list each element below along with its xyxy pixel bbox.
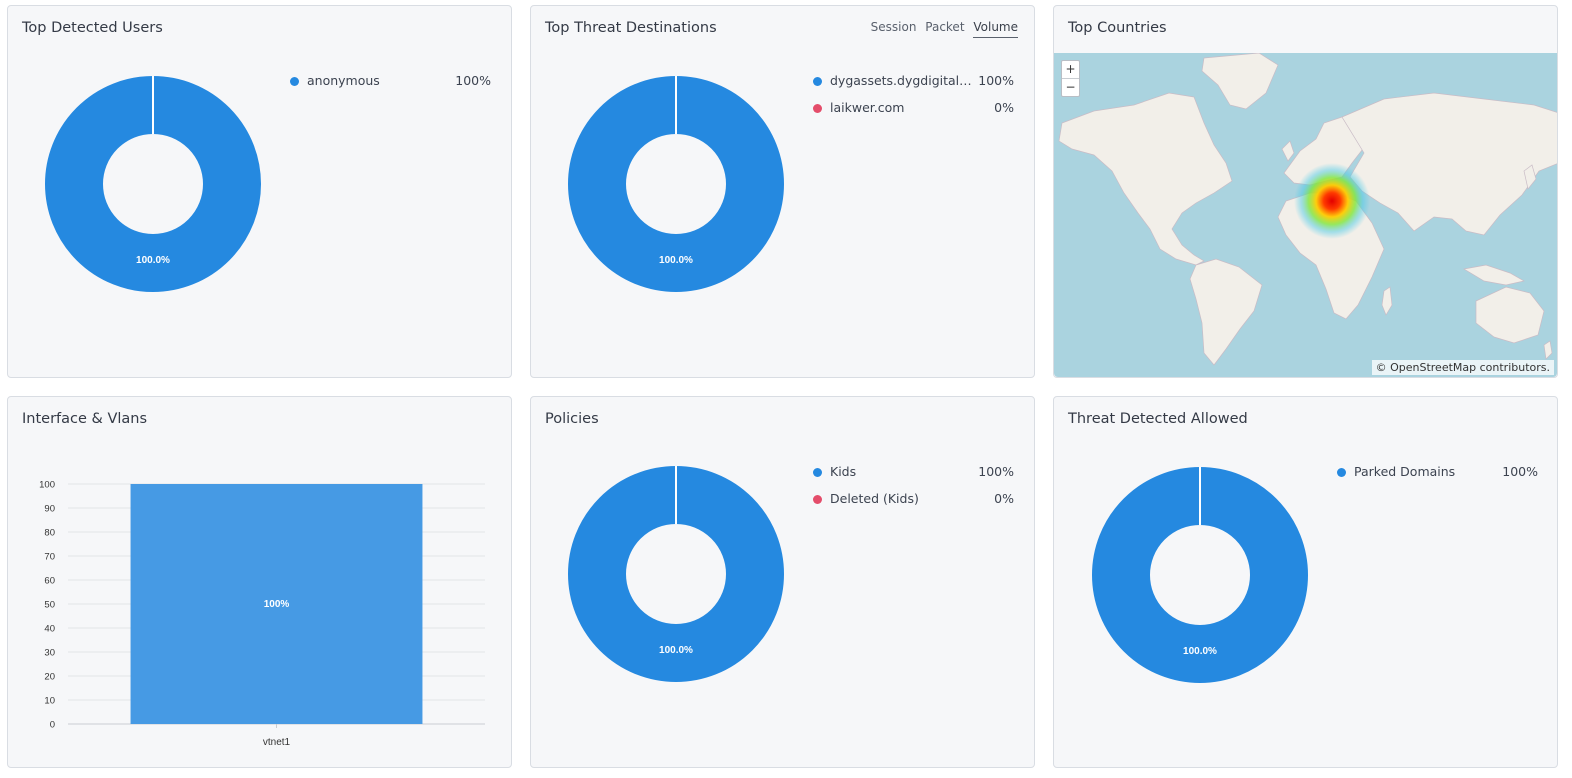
legend-value: 0% <box>994 100 1014 115</box>
greenland <box>1201 53 1279 110</box>
new-zealand <box>1543 340 1553 360</box>
slice-label: 100.0% <box>136 255 170 266</box>
y-tick-label: 40 <box>44 624 55 635</box>
legend-dot <box>813 77 822 86</box>
donut-chart: 100.0% <box>45 76 261 292</box>
donut-chart: 100.0% <box>568 466 784 682</box>
y-tick-label: 0 <box>50 720 55 731</box>
bar-vtnet1[interactable] <box>130 484 423 724</box>
legend-label: anonymous <box>307 73 380 88</box>
legend-dot <box>813 495 822 504</box>
legend-item[interactable]: Kids 100% <box>813 464 1014 491</box>
y-tick-label: 20 <box>44 672 55 683</box>
world-map[interactable]: + − © OpenStreetMap contributors. <box>1054 53 1557 377</box>
card-title: Policies <box>545 411 599 427</box>
legend-label: laikwer.com <box>830 100 905 115</box>
uk <box>1281 140 1295 162</box>
legend-value: 0% <box>994 491 1014 506</box>
interface-vlans-card: Interface & Vlans 0 10 20 30 40 50 60 70 80 90 100… <box>7 396 512 768</box>
legend-value: 100% <box>978 464 1014 479</box>
australia <box>1475 286 1545 344</box>
card-title: Top Countries <box>1068 20 1167 36</box>
y-tick-label: 50 <box>44 600 55 611</box>
card-title: Top Threat Destinations <box>545 20 717 36</box>
legend-item[interactable]: dygassets.dygdigital.c... 100% <box>813 73 1014 100</box>
card-title: Top Detected Users <box>22 20 163 36</box>
map-canvas[interactable] <box>1054 53 1557 377</box>
legend-item[interactable]: anonymous 100% <box>290 73 491 100</box>
top-threat-destinations-card: Top Threat Destinations Session Packet V… <box>530 5 1035 378</box>
y-tick-label: 10 <box>44 696 55 707</box>
y-tick-label: 90 <box>44 504 55 515</box>
bar-chart: 0 10 20 30 40 50 60 70 80 90 100 100% vtnet1 <box>39 480 485 748</box>
legend-label: Parked Domains <box>1354 464 1456 479</box>
legend-dot <box>1337 468 1346 477</box>
zoom-out-button[interactable]: − <box>1065 80 1076 94</box>
legend-item[interactable]: Deleted (Kids) 0% <box>813 491 1014 518</box>
madagascar <box>1381 286 1393 316</box>
legend-item[interactable]: laikwer.com 0% <box>813 100 1014 127</box>
legend-dot <box>813 104 822 113</box>
legend: anonymous 100% <box>290 73 491 100</box>
policies-card: Policies 100.0% Kids 100% Deleted (Kids)… <box>530 396 1035 768</box>
slice-label: 100.0% <box>659 255 693 266</box>
y-tick-label: 60 <box>44 576 55 587</box>
y-tick-label: 70 <box>44 552 55 563</box>
legend-value: 100% <box>1502 464 1538 479</box>
legend-label: dygassets.dygdigital.c... <box>830 73 972 88</box>
threat-detected-allowed-card: Threat Detected Allowed 100.0% Parked Do… <box>1053 396 1558 768</box>
legend-dot <box>813 468 822 477</box>
legend: dygassets.dygdigital.c... 100% laikwer.c… <box>813 73 1014 127</box>
map-attribution[interactable]: © OpenStreetMap contributors. <box>1371 360 1554 375</box>
donut-chart: 100.0% <box>568 76 784 292</box>
bar-data-label: 100% <box>264 599 290 610</box>
legend-value: 100% <box>455 73 491 88</box>
tab-packet[interactable]: Packet <box>925 20 965 34</box>
top-detected-users-card: Top Detected Users 100.0% anonymous 100% <box>7 5 512 378</box>
card-title: Interface & Vlans <box>22 411 148 427</box>
legend: Parked Domains 100% <box>1337 464 1538 491</box>
legend-dot <box>290 77 299 86</box>
donut-chart: 100.0% <box>1092 467 1308 683</box>
south-america <box>1189 258 1263 366</box>
tab-session[interactable]: Session <box>870 20 917 34</box>
legend: Kids 100% Deleted (Kids) 0% <box>813 464 1014 518</box>
slice-label: 100.0% <box>659 645 693 656</box>
japan <box>1523 164 1537 190</box>
metric-tabs: Session Packet Volume <box>866 20 1018 38</box>
legend-value: 100% <box>978 73 1014 88</box>
y-tick-label: 30 <box>44 648 55 659</box>
top-countries-card: Top Countries <box>1053 5 1558 378</box>
indonesia <box>1463 264 1525 286</box>
x-tick-label: vtnet1 <box>263 737 291 748</box>
legend-label: Kids <box>830 464 857 479</box>
zoom-in-button[interactable]: + <box>1062 61 1079 79</box>
slice-label: 100.0% <box>1183 646 1217 657</box>
heatmap-hotspot <box>1294 163 1370 239</box>
legend-label: Deleted (Kids) <box>830 491 919 506</box>
tab-volume[interactable]: Volume <box>973 20 1018 38</box>
north-america <box>1058 92 1233 266</box>
y-tick-label: 80 <box>44 528 55 539</box>
zoom-controls: + − <box>1061 60 1080 97</box>
legend-item[interactable]: Parked Domains 100% <box>1337 464 1538 491</box>
y-tick-label: 100 <box>39 480 55 491</box>
card-title: Threat Detected Allowed <box>1068 411 1248 427</box>
